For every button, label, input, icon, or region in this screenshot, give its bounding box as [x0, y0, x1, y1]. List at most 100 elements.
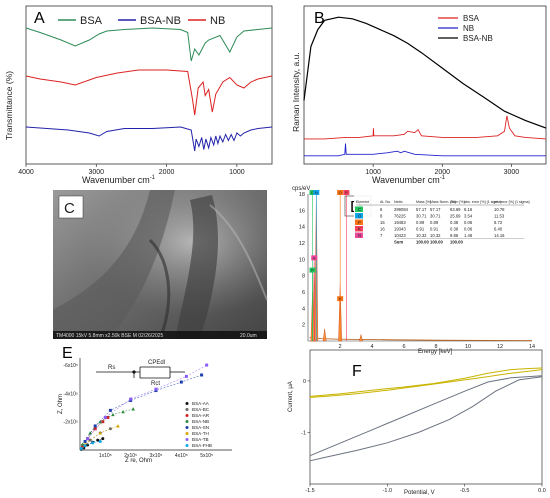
- sem-crack: [148, 238, 171, 340]
- point-bsa-tb: [129, 397, 133, 401]
- edx-cell: 1.46: [464, 233, 473, 238]
- peak-marker: [343, 190, 350, 195]
- sem-scale: 20.0um: [240, 333, 257, 339]
- edx-cell: 8: [380, 214, 383, 219]
- sem-ridge-2: [175, 195, 219, 339]
- legend-marker-bsa-sn: [185, 426, 189, 429]
- panel-e-ylabel: Z, Ohm: [58, 394, 64, 414]
- edx-cell: 19483: [394, 220, 406, 225]
- e-ytick-label: -6x10⁵: [63, 363, 78, 369]
- legend-bsa-sn: BSA-SN: [192, 425, 209, 430]
- circuit-rct: Rct: [151, 381, 160, 387]
- point-bsa-ar: [106, 415, 110, 419]
- fit-bsa-aa: [81, 438, 103, 450]
- point-bsa-sn: [108, 408, 112, 412]
- edx-cell: 10.78: [494, 207, 505, 212]
- e-xtick-label: 2x10⁵: [124, 453, 137, 459]
- panel-f-ylabel: Current, μA: [288, 381, 294, 412]
- panel-a-frame: [25, 5, 273, 165]
- cv-trace-2: [309, 375, 543, 457]
- peak-marker: [309, 267, 316, 273]
- panel-f-xlabel: Potential, V: [404, 490, 435, 496]
- d-xtick-label: 6: [402, 344, 405, 350]
- d-background: [309, 337, 533, 342]
- edx-cell: 10.32: [430, 233, 441, 238]
- series-bsa: [304, 115, 547, 140]
- a-xtick-label: 1000: [229, 169, 245, 176]
- edx-cell: C: [358, 207, 361, 212]
- point-bsa-fhb: [91, 441, 95, 445]
- point-bsa-th: [98, 431, 103, 435]
- legend-marker-bsa-ar: [185, 414, 189, 417]
- d-ytick-label: 4: [302, 306, 305, 312]
- panel-a-series: [25, 27, 273, 152]
- edx-cell: N: [358, 233, 361, 238]
- d-ytick-label: 8: [302, 274, 305, 280]
- peak-marker-label: K: [339, 296, 342, 301]
- panel-f-label: F: [352, 363, 362, 380]
- edx-cell: 63.69: [450, 207, 461, 212]
- edx-cell: K: [358, 227, 361, 232]
- legend-bsa-tb: BSA-TB: [192, 437, 209, 442]
- edx-cell: 15: [380, 220, 385, 225]
- panel-e-legend: BSA-AABSA-BCBSA-ARBSA-NBBSA-SNBSA-THBSA-…: [185, 401, 212, 448]
- panel-b-frame: [303, 5, 547, 165]
- point-bsa-th: [116, 424, 120, 428]
- point-bsa-sn: [179, 380, 183, 384]
- edx-cell: 57.17: [430, 207, 441, 212]
- peak-marker: [313, 190, 320, 195]
- d-ytick-label: 10: [299, 257, 305, 263]
- point-bsa-fhb: [79, 447, 83, 451]
- edx-sum-cell: Sum: [394, 240, 403, 245]
- edx-row-swatch: [355, 226, 363, 232]
- edx-row-swatch: [355, 219, 363, 225]
- peak-marker-label: K: [313, 255, 316, 260]
- panel-d-axes: 2 4 6 8 10 12 14 2 4 6 8 10 12 14 16 18: [299, 192, 535, 350]
- edx-cell: 6.72: [494, 220, 503, 225]
- panel-e-xlabel: Z re, Ohm: [125, 458, 152, 464]
- legend-a-bsa: BSA: [80, 15, 103, 27]
- legend-bsa-fhb: BSA-FHB: [192, 443, 212, 448]
- d-ytick-label: 12: [299, 241, 305, 247]
- b-xtick-label: 2000: [434, 169, 450, 176]
- edx-cell: P: [358, 220, 361, 225]
- panel-a-ticks: 4000 3000 2000 1000: [18, 164, 245, 176]
- edx-cell: 11.53: [494, 214, 505, 219]
- edx-cell: 10423: [394, 233, 406, 238]
- panel-a-ylabel: Transmittance (%): [4, 71, 14, 140]
- point-bsa-tb: [86, 437, 90, 441]
- edx-cell: 14.16: [494, 233, 505, 238]
- circuit-rs: Rs: [108, 365, 115, 371]
- edx-cell: 6.16: [464, 207, 473, 212]
- series-nb: [25, 69, 273, 116]
- a-xtick-label: 2000: [159, 169, 175, 176]
- legend-a-bsa-nb: BSA-NB: [140, 15, 181, 27]
- legend-b-nb: NB: [463, 24, 474, 33]
- f-xtick-label: -1.0: [383, 488, 392, 494]
- e-ytick-label: -2x10⁵: [63, 420, 78, 426]
- edx-cell: 6: [380, 207, 383, 212]
- edx-cell: O: [358, 214, 362, 219]
- edx-header-cell: Element: [356, 200, 369, 204]
- f-frame: [309, 349, 543, 485]
- edx-header-cell: Atom [%]: [450, 200, 465, 204]
- peak-marker: [309, 190, 316, 195]
- edx-cell: 25.69: [450, 214, 461, 219]
- edx-table: Element At. No. Netto Mass [%] Mass Norm. [%…: [354, 195, 530, 247]
- legend-bsa-bc: BSA-BC: [192, 407, 210, 412]
- legend-marker-bsa-th: [185, 432, 189, 435]
- peak-marker: [311, 255, 318, 261]
- point-bsa-nb: [131, 407, 135, 411]
- edx-cell: 10.32: [416, 233, 427, 238]
- d-xtick-label: 10: [465, 344, 471, 350]
- point-bsa-nb: [88, 431, 92, 435]
- legend-marker-bsa-fhb: [185, 444, 189, 447]
- edx-header-cell: abs. error [%] (1 sigma): [464, 200, 502, 204]
- peak-marker-label: C: [311, 190, 314, 195]
- edx-cell: 16: [380, 227, 385, 232]
- series-bsa: [25, 27, 273, 62]
- panel-a-label: A: [34, 10, 45, 27]
- point-bsa-aa: [96, 438, 100, 442]
